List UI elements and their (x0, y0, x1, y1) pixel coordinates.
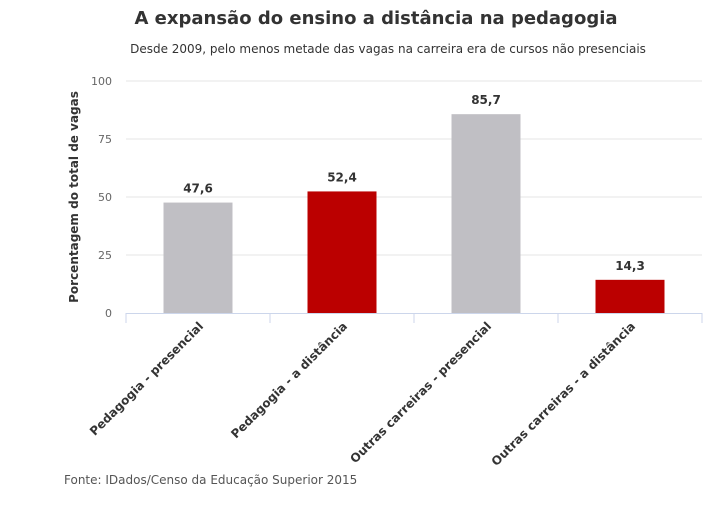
y-axis-label: Porcentagem do total de vagas (67, 91, 81, 303)
x-tick-label: Pedagogia - a distância (228, 319, 350, 441)
y-tick-label: 50 (98, 191, 112, 204)
y-tick-label: 100 (91, 75, 112, 88)
y-tick-label: 25 (98, 249, 112, 262)
data-label: 85,7 (471, 93, 501, 107)
source-note: Fonte: IDados/Censo da Educação Superior… (64, 473, 357, 487)
x-tick-label: Outras carreiras - presencial (347, 319, 494, 466)
y-tick-label: 0 (105, 307, 112, 320)
bar (451, 114, 521, 314)
data-label: 47,6 (183, 182, 213, 196)
x-tick-label: Outras carreiras - a distância (489, 319, 639, 469)
chart-subtitle: Desde 2009, pelo menos metade das vagas … (130, 42, 646, 56)
x-tick-label: Pedagogia - presencial (87, 319, 206, 438)
data-label: 14,3 (615, 259, 645, 273)
data-label: 52,4 (327, 170, 357, 184)
bar (595, 279, 665, 313)
bar (163, 202, 233, 313)
bar (307, 191, 377, 313)
y-tick-label: 75 (98, 133, 112, 146)
chart-title: A expansão do ensino a distância na peda… (134, 8, 617, 29)
